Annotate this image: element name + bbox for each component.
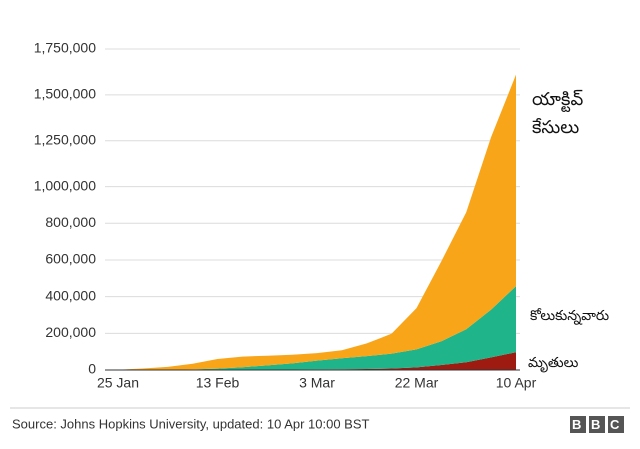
legend-label: కోలుకున్నవారు [530, 308, 610, 324]
x-tick-label: 22 Mar [395, 375, 439, 391]
y-tick-label: 0 [88, 361, 96, 377]
x-tick-label: 13 Feb [196, 375, 240, 391]
y-tick-label: 800,000 [45, 214, 96, 230]
y-tick-label: 400,000 [45, 287, 96, 303]
logo: BBC [572, 417, 629, 432]
y-tick-label: 200,000 [45, 324, 96, 340]
y-tick-label: 600,000 [45, 251, 96, 267]
logo-box [608, 416, 624, 433]
legend-label: మృతులు [528, 355, 579, 371]
x-tick-label: 3 Mar [299, 375, 335, 391]
logo-box [589, 416, 605, 433]
source: Source: Johns Hopkins University, update… [12, 416, 370, 431]
y-tick-label: 1,000,000 [34, 177, 96, 193]
x-tick-label: 25 Jan [97, 375, 139, 391]
y-tick-label: 1,500,000 [34, 86, 96, 102]
logo-box [570, 416, 586, 433]
area [118, 74, 516, 370]
y-tick-label: 1,250,000 [34, 131, 96, 147]
legend-label: యాక్టివ్ కేసులు [532, 89, 584, 138]
y-tick-label: 1,750,000 [34, 40, 96, 56]
area [118, 352, 516, 370]
x-tick-label: 10 Apr [496, 375, 537, 391]
